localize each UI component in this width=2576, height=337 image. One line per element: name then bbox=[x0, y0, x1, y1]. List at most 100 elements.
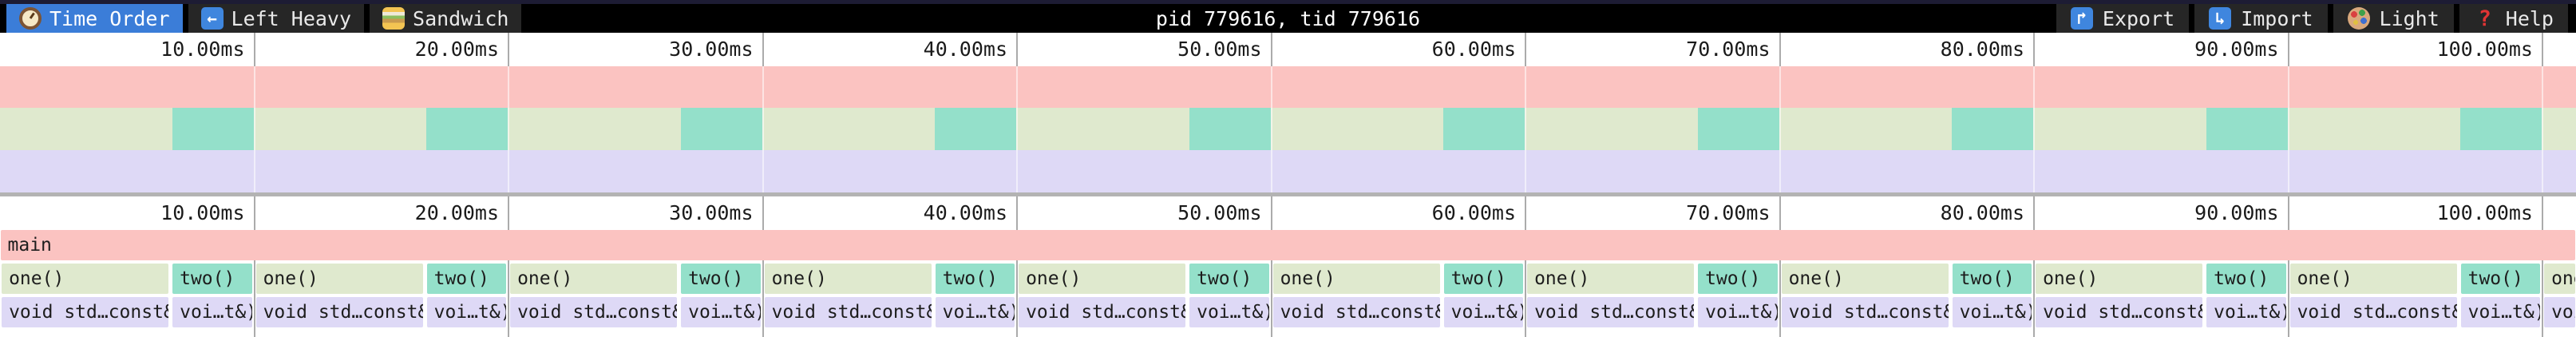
theme-button[interactable]: Light bbox=[2333, 4, 2454, 33]
minimap-frame[interactable] bbox=[2460, 150, 2542, 192]
tab-label: Left Heavy bbox=[231, 6, 352, 30]
frame-one[interactable]: one() bbox=[764, 264, 932, 294]
minimap-frame[interactable] bbox=[2289, 108, 2459, 150]
minimap-frame[interactable] bbox=[1443, 150, 1525, 192]
frame-one[interactable]: one() bbox=[2289, 264, 2457, 294]
minimap-frame[interactable] bbox=[1781, 150, 1950, 192]
minimap-frame[interactable] bbox=[764, 108, 933, 150]
frame-two[interactable]: two() bbox=[681, 264, 761, 294]
minimap-frame[interactable] bbox=[1952, 150, 2034, 192]
frame-void-std-const[interactable]: void std…const&) bbox=[1781, 297, 1949, 327]
minimap-frame[interactable] bbox=[0, 66, 2576, 108]
minimap-band-depth0[interactable] bbox=[0, 66, 2576, 108]
minimap-frame[interactable] bbox=[509, 150, 679, 192]
minimap-frame[interactable] bbox=[1952, 108, 2034, 150]
minimap-frame[interactable] bbox=[680, 108, 762, 150]
minimap-band-depth1[interactable] bbox=[0, 108, 2576, 150]
frame-two[interactable]: two() bbox=[1443, 264, 1524, 294]
frame-voi-t[interactable]: voi…t&) bbox=[935, 297, 1015, 327]
frame-voi-t[interactable]: voi…t&) bbox=[426, 297, 507, 327]
minimap-frame[interactable] bbox=[1443, 108, 1525, 150]
frame-voi-t[interactable]: voi…t&) bbox=[1698, 297, 1778, 327]
frame-voi-t[interactable]: voi…t&) bbox=[2460, 297, 2541, 327]
minimap-frame[interactable] bbox=[2206, 108, 2288, 150]
frame-two[interactable]: two() bbox=[1189, 264, 1269, 294]
frame-voi-t[interactable]: voi…t&) bbox=[172, 297, 252, 327]
frame-one[interactable]: one() bbox=[2544, 264, 2575, 294]
minimap-frame[interactable] bbox=[1526, 150, 1696, 192]
minimap-frame[interactable] bbox=[509, 108, 679, 150]
minimap-frame[interactable] bbox=[1018, 150, 1188, 192]
minimap-frame[interactable] bbox=[1526, 108, 1696, 150]
frame-two[interactable]: two() bbox=[2206, 264, 2286, 294]
minimap-frame[interactable] bbox=[2035, 108, 2205, 150]
minimap-frame[interactable] bbox=[1781, 108, 1950, 150]
import-button[interactable]: Import bbox=[2194, 4, 2328, 33]
frame-voi-t[interactable]: voi…t&) bbox=[1443, 297, 1524, 327]
frame-one[interactable]: one() bbox=[1781, 264, 1949, 294]
minimap-frame[interactable] bbox=[935, 150, 1017, 192]
frame-void-std-const[interactable]: void std…const&) bbox=[255, 297, 423, 327]
minimap-frame[interactable] bbox=[2543, 150, 2576, 192]
frame-void-std-const[interactable]: void std…const&) bbox=[2544, 297, 2575, 327]
tab-left-heavy[interactable]: Left Heavy bbox=[188, 4, 365, 33]
minimap-frame[interactable] bbox=[1697, 108, 1779, 150]
frame-one[interactable]: one() bbox=[1527, 264, 1695, 294]
minimap-frame[interactable] bbox=[172, 108, 254, 150]
frame-two[interactable]: two() bbox=[426, 264, 507, 294]
minimap-frame[interactable] bbox=[935, 108, 1017, 150]
minimap-frame[interactable] bbox=[2206, 150, 2288, 192]
minimap-frame[interactable] bbox=[2289, 150, 2459, 192]
minimap-frame[interactable] bbox=[2035, 150, 2205, 192]
frame-void-std-const[interactable]: void std…const&) bbox=[510, 297, 678, 327]
minimap-frame[interactable] bbox=[1, 150, 171, 192]
minimap-frame[interactable] bbox=[255, 150, 425, 192]
frame-voi-t[interactable]: voi…t&) bbox=[1952, 297, 2032, 327]
frame-two[interactable]: two() bbox=[935, 264, 1015, 294]
export-button[interactable]: Export bbox=[2056, 4, 2190, 33]
frame-void-std-const[interactable]: void std…const&) bbox=[1019, 297, 1186, 327]
frame-one[interactable]: one() bbox=[2036, 264, 2203, 294]
tab-time-order[interactable]: Time Order bbox=[6, 4, 183, 33]
frame-void-std-const[interactable]: void std…const&) bbox=[1527, 297, 1695, 327]
minimap-frame[interactable] bbox=[1, 108, 171, 150]
minimap-band-depth2[interactable] bbox=[0, 150, 2576, 192]
frame-one[interactable]: one() bbox=[1019, 264, 1186, 294]
minimap-viewport[interactable]: 10.00ms 20.00ms 30.00ms 40.00ms 50.00ms 60.00… bbox=[0, 33, 2576, 192]
minimap-frame[interactable] bbox=[172, 150, 254, 192]
frame-void-std-const[interactable]: void std…const&) bbox=[764, 297, 932, 327]
minimap-frame[interactable] bbox=[1272, 150, 1442, 192]
minimap-frame[interactable] bbox=[1272, 108, 1442, 150]
minimap-frame[interactable] bbox=[1018, 108, 1188, 150]
frame-one[interactable]: one() bbox=[510, 264, 678, 294]
minimap-frame[interactable] bbox=[680, 150, 762, 192]
time-tick-label: 60.00ms bbox=[1431, 38, 1516, 61]
minimap-frame[interactable] bbox=[255, 108, 425, 150]
action-bar: Export Import Light Help bbox=[2051, 4, 2568, 33]
frame-voi-t[interactable]: voi…t&) bbox=[681, 297, 761, 327]
frame-void-std-const[interactable]: void std…const&) bbox=[2036, 297, 2203, 327]
minimap-frame[interactable] bbox=[2460, 108, 2542, 150]
tab-sandwich[interactable]: Sandwich bbox=[370, 4, 522, 33]
minimap-frame[interactable] bbox=[2543, 108, 2576, 150]
frame-two[interactable]: two() bbox=[1698, 264, 1778, 294]
minimap-frame[interactable] bbox=[426, 150, 508, 192]
minimap-frame[interactable] bbox=[764, 150, 933, 192]
frame-one[interactable]: one() bbox=[1272, 264, 1440, 294]
frame-two[interactable]: two() bbox=[2460, 264, 2541, 294]
frame-voi-t[interactable]: voi…t&) bbox=[2206, 297, 2286, 327]
frame-one[interactable]: one() bbox=[255, 264, 423, 294]
frame-void-std-const[interactable]: void std…const&) bbox=[2, 297, 169, 327]
minimap-frame[interactable] bbox=[1697, 150, 1779, 192]
minimap-frame[interactable] bbox=[1189, 108, 1271, 150]
minimap-frame[interactable] bbox=[1189, 150, 1271, 192]
minimap-frame[interactable] bbox=[426, 108, 508, 150]
frame-void-std-const[interactable]: void std…const&) bbox=[2289, 297, 2457, 327]
frame-main[interactable]: main bbox=[0, 230, 2575, 260]
frame-one[interactable]: one() bbox=[2, 264, 169, 294]
frame-two[interactable]: two() bbox=[172, 264, 252, 294]
frame-two[interactable]: two() bbox=[1952, 264, 2032, 294]
frame-void-std-const[interactable]: void std…const&) bbox=[1272, 297, 1440, 327]
frame-voi-t[interactable]: voi…t&) bbox=[1189, 297, 1269, 327]
help-button[interactable]: Help bbox=[2459, 4, 2568, 33]
